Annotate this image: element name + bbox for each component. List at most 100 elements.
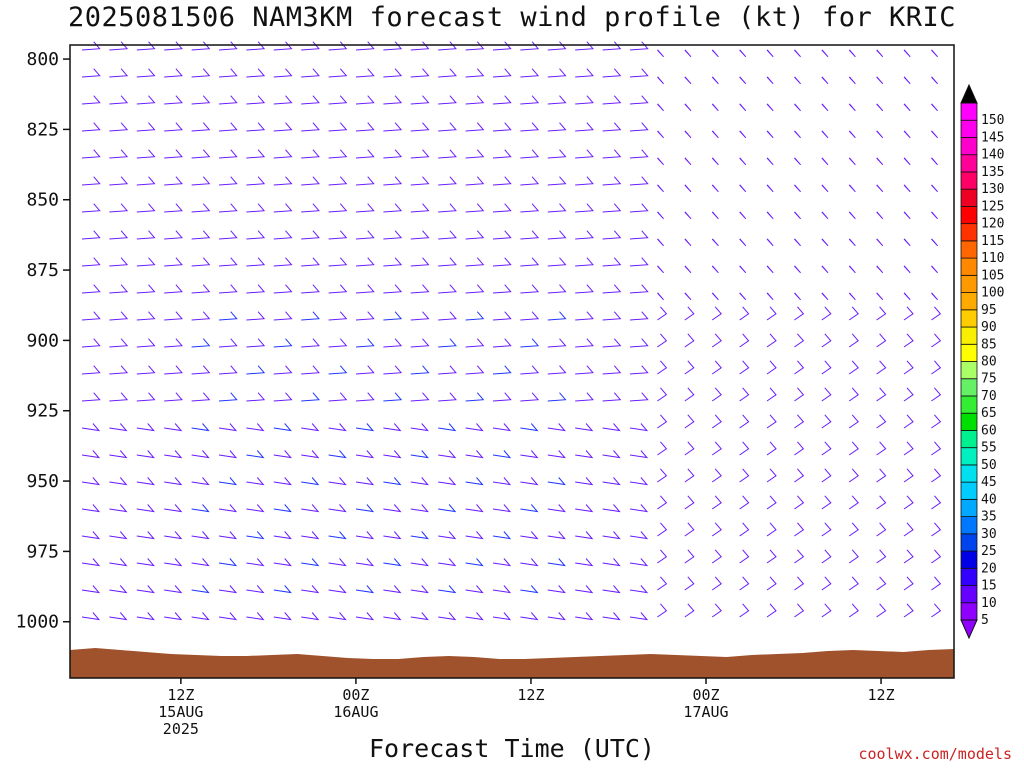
wind-barb (328, 95, 348, 105)
colorbar-label: 140 (981, 148, 1004, 163)
wind-barb (438, 392, 457, 402)
wind-barb (273, 95, 293, 105)
wind-barb (492, 122, 512, 132)
wind-barb (766, 360, 777, 375)
wind-barb (657, 333, 668, 348)
wind-barb (328, 392, 348, 402)
wind-barb (81, 284, 101, 294)
wind-barb (218, 41, 238, 51)
wind-barb (81, 68, 101, 78)
wind-barb (492, 392, 512, 402)
wind-barb (301, 257, 320, 267)
wind-barb (301, 311, 320, 321)
wind-barb (355, 68, 375, 78)
wind-barb (273, 365, 293, 375)
wind-barb (465, 68, 485, 78)
wind-barb (81, 423, 101, 432)
wind-barb (109, 284, 129, 294)
wind-barb (520, 585, 539, 594)
wind-barb (465, 95, 485, 105)
wind-barb (766, 468, 777, 483)
wind-barb (794, 265, 801, 274)
wind-barb (328, 149, 348, 159)
wind-barb (739, 130, 747, 139)
wind-barb (794, 333, 805, 348)
wind-barb (657, 184, 664, 193)
wind-barb (81, 558, 101, 567)
wind-barb (903, 103, 911, 112)
wind-barb (711, 522, 722, 537)
wind-barb (848, 306, 859, 321)
wind-barb (273, 338, 293, 348)
wind-barb (684, 603, 695, 618)
colorbar-label: 5 (981, 613, 989, 628)
wind-barb (301, 612, 320, 621)
wind-barb (410, 531, 429, 540)
wind-barb (164, 504, 183, 513)
wind-barb (684, 49, 692, 58)
wind-barb (547, 284, 567, 294)
wind-barb (602, 450, 621, 459)
wind-barb (848, 522, 859, 537)
wind-barb (191, 365, 211, 375)
wind-barb (301, 41, 320, 51)
colorbar-swatch (960, 602, 978, 621)
wind-barb (903, 360, 914, 375)
wind-barb (575, 558, 594, 567)
wind-barb (301, 531, 320, 540)
wind-barb (684, 522, 695, 537)
wind-barb (246, 284, 266, 294)
wind-barb (711, 360, 722, 375)
wind-barb (821, 333, 832, 348)
wind-barb (629, 149, 649, 159)
wind-barb (136, 423, 155, 432)
colorbar-label: 55 (981, 441, 997, 456)
wind-barb (218, 585, 238, 594)
terrain-fill (70, 648, 954, 678)
wind-barb (931, 265, 938, 274)
wind-barb (547, 338, 567, 348)
wind-barb (355, 392, 375, 402)
wind-barb (328, 423, 347, 432)
wind-barb (438, 149, 457, 159)
wind-barb (164, 176, 183, 186)
wind-barb (575, 122, 594, 132)
wind-barb (711, 603, 722, 618)
wind-barb (109, 612, 128, 621)
wind-barb (684, 387, 695, 402)
colorbar-label: 25 (981, 544, 997, 559)
wind-barb (602, 230, 622, 240)
wind-barb (465, 338, 485, 348)
wind-barb (218, 423, 238, 432)
wind-barb (273, 450, 292, 459)
wind-barb (876, 387, 887, 402)
wind-barb (410, 284, 430, 294)
wind-barb (136, 450, 155, 459)
wind-barb (711, 157, 719, 166)
wind-barb (164, 122, 183, 132)
colorbar-swatch (960, 550, 978, 569)
wind-barb (602, 531, 621, 540)
colorbar-swatch (960, 205, 978, 225)
wind-barb (492, 68, 512, 78)
colorbar-swatch (960, 412, 978, 431)
wind-barb (383, 68, 403, 78)
wind-barb (821, 522, 832, 537)
wind-barb (438, 612, 457, 621)
wind-barb (547, 257, 567, 267)
wind-barb (191, 477, 210, 486)
wind-barb (931, 603, 942, 618)
wind-barb (136, 612, 155, 621)
wind-barb (246, 338, 266, 348)
wind-barb (246, 612, 265, 621)
wind-barb (273, 230, 293, 240)
wind-barb (273, 284, 293, 294)
wind-barb (520, 423, 539, 432)
wind-barb (657, 49, 664, 58)
colorbar-label: 85 (981, 337, 997, 352)
wind-barb (109, 338, 129, 348)
wind-barb (191, 612, 210, 621)
wind-barb (848, 103, 856, 112)
colorbar-label: 35 (981, 510, 997, 525)
